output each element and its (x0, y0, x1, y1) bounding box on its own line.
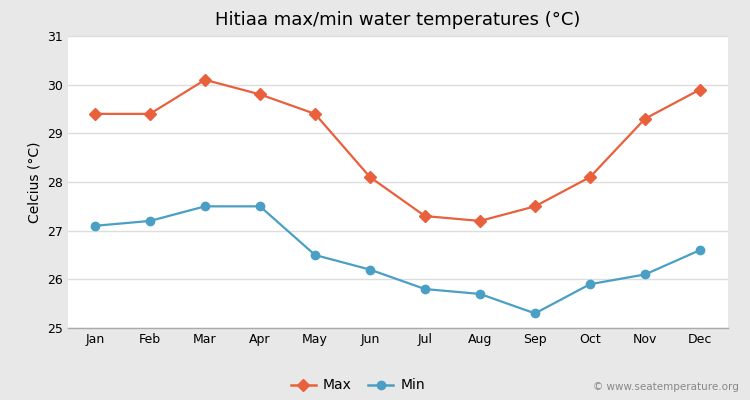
Max (530, 204, 539, 209)
Line: Max: Max (91, 76, 704, 225)
Min (310, 253, 320, 258)
Line: Min: Min (91, 202, 704, 318)
Max (421, 214, 430, 218)
Min (91, 223, 100, 228)
Legend: Max, Min: Max, Min (285, 373, 430, 398)
Max (91, 112, 100, 116)
Max (365, 175, 374, 180)
Y-axis label: Celcius (°C): Celcius (°C) (27, 141, 41, 223)
Min (695, 248, 704, 252)
Min (256, 204, 265, 209)
Min (640, 272, 650, 277)
Text: © www.seatemperature.org: © www.seatemperature.org (592, 382, 739, 392)
Min (146, 218, 154, 223)
Min (365, 267, 374, 272)
Min (421, 287, 430, 292)
Max (200, 77, 209, 82)
Title: Hitiaa max/min water temperatures (°C): Hitiaa max/min water temperatures (°C) (214, 11, 580, 29)
Min (530, 311, 539, 316)
Min (476, 292, 484, 296)
Max (146, 112, 154, 116)
Max (586, 175, 595, 180)
Max (476, 218, 484, 223)
Max (256, 92, 265, 97)
Max (695, 87, 704, 92)
Min (586, 282, 595, 287)
Min (200, 204, 209, 209)
Max (310, 112, 320, 116)
Max (640, 116, 650, 121)
